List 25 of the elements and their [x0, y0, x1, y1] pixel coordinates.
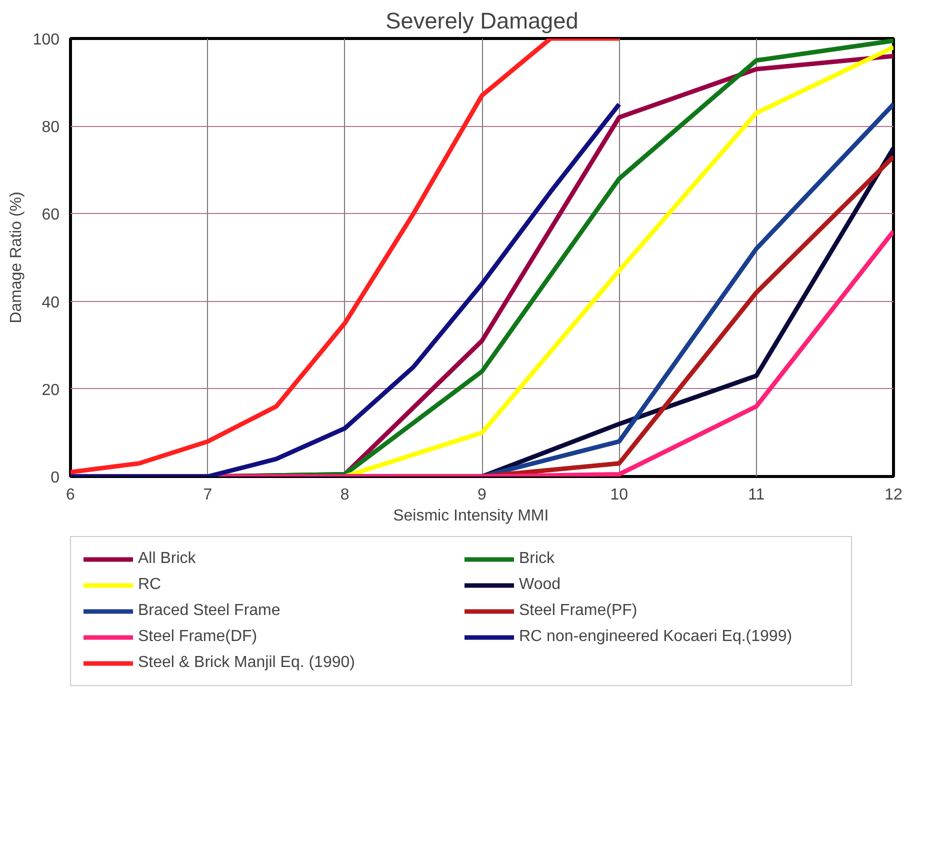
y-tick-label: 0: [50, 470, 60, 486]
x-tick-label: 6: [66, 486, 76, 504]
legend-label: Steel & Brick Manjil Eq. (1990): [138, 654, 356, 672]
y-tick-label: 100: [32, 32, 60, 48]
x-tick-label: 7: [203, 486, 212, 504]
legend-label: Brick: [519, 550, 556, 568]
x-tick-label: 10: [610, 486, 628, 504]
legend-label: RC: [138, 576, 162, 594]
legend-label: RC non-engineered Kocaeri Eq.(1999): [519, 628, 794, 646]
x-axis-title: Seismic Intensity MMI: [393, 508, 549, 524]
y-tick-label: 40: [42, 294, 60, 312]
y-tick-label: 80: [42, 119, 60, 136]
x-tick-label: 8: [340, 486, 350, 504]
legend-label: Wood: [519, 576, 562, 594]
legend-label: Steel Frame(DF): [138, 628, 258, 646]
x-tick-label: 9: [478, 486, 487, 504]
legend-label: All Brick: [138, 550, 197, 568]
chart-title: Severely Damaged: [386, 8, 578, 34]
x-tick-label: 12: [884, 486, 902, 504]
legend-label: Steel Frame(PF): [519, 602, 638, 620]
x-tick-label: 11: [748, 486, 765, 504]
legend-label: Braced Steel Frame: [138, 602, 282, 620]
y-tick-label: 60: [42, 206, 60, 224]
y-tick-label: 20: [42, 382, 60, 399]
y-axis-title: Damage Ratio (%): [8, 192, 25, 324]
